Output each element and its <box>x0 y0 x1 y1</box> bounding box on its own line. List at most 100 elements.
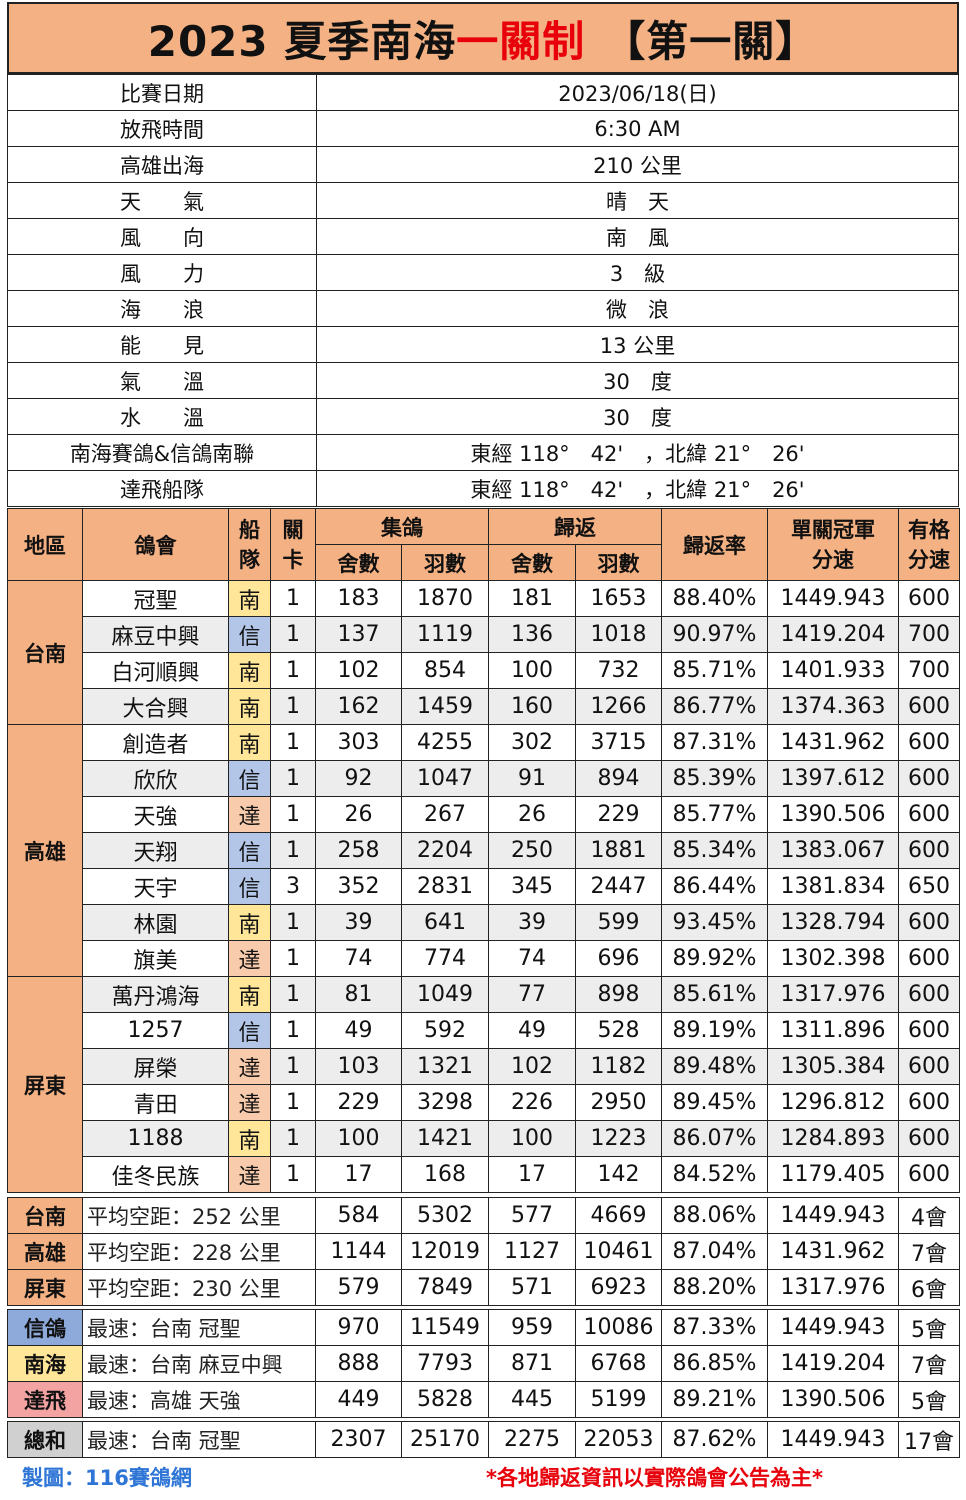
header-rate: 歸返率 <box>661 508 768 581</box>
summary-rate: 88.06% <box>661 1197 768 1234</box>
info-row: 天 氣晴 天 <box>7 182 959 219</box>
group-summary-table: 信鴿 最速：台南 冠聖 970 11549 959 10086 87.33% 1449.943… <box>7 1309 960 1418</box>
club-name: 旗美 <box>82 940 229 977</box>
info-row: 高雄出海 210 公里 <box>7 146 959 183</box>
top-speed: 1296.812 <box>767 1084 899 1121</box>
info-value: 210 公里 <box>316 146 959 183</box>
stage-count: 1 <box>270 652 316 689</box>
info-row: 水 溫 30 度 <box>7 398 959 435</box>
header-qual-speed-label: 有格分速 <box>908 517 950 572</box>
return-rate: 84.52% <box>661 1156 768 1193</box>
info-value: 30 度 <box>316 362 959 399</box>
collect-lofts: 74 <box>315 940 402 977</box>
summary-count: 17會 <box>898 1421 960 1458</box>
header-team: 船隊 <box>228 508 271 581</box>
club-name: 佳冬民族 <box>82 1156 229 1193</box>
collect-lofts: 229 <box>315 1084 402 1121</box>
qual-speed: 600 <box>898 580 960 617</box>
info-label: 風 力 <box>7 254 317 291</box>
returned-birds: 1266 <box>575 688 662 725</box>
summary-row: 達飛 最速：高雄 天強 449 5828 445 5199 89.21% 1390.506 5會 <box>7 1381 960 1418</box>
info-value: 30 度 <box>316 398 959 435</box>
summary-count: 5會 <box>898 1381 960 1418</box>
club-name: 麻豆中興 <box>82 616 229 653</box>
returned-lofts: 136 <box>488 616 576 653</box>
summary-name: 達飛 <box>7 1381 83 1418</box>
collect-lofts: 103 <box>315 1048 402 1085</box>
summary-name: 高雄 <box>7 1233 83 1270</box>
team-badge: 南 <box>228 688 271 725</box>
summary-rate: 87.33% <box>661 1309 768 1346</box>
qual-speed: 600 <box>898 940 960 977</box>
summary-speed: 1390.506 <box>767 1381 899 1418</box>
summary-cl: 584 <box>315 1197 402 1234</box>
return-rate: 85.39% <box>661 760 768 797</box>
info-label: 達飛船隊 <box>7 470 317 507</box>
header-top-speed-label: 單關冠軍分速 <box>791 517 875 572</box>
collect-lofts: 81 <box>315 976 402 1013</box>
qual-speed: 600 <box>898 832 960 869</box>
collect-birds: 1049 <box>401 976 489 1013</box>
collect-lofts: 102 <box>315 652 402 689</box>
summary-rate: 86.85% <box>661 1345 768 1382</box>
info-label: 南海賽鴿&信鴿南聯 <box>7 434 317 471</box>
info-value: 2023/06/18(日) <box>316 74 959 111</box>
summary-rb: 10086 <box>575 1309 662 1346</box>
club-name: 天宇 <box>82 868 229 905</box>
summary-count: 5會 <box>898 1309 960 1346</box>
club-name: 1257 <box>82 1012 229 1049</box>
collect-birds: 1870 <box>401 580 489 617</box>
table-row: 屏榮達 1 103 1321 102 1182 89.48% 1305.384 600 <box>8 1048 960 1085</box>
summary-row: 南海 最速：台南 麻豆中興 888 7793 871 6768 86.85% 1419.204… <box>7 1345 960 1382</box>
returned-birds: 2950 <box>575 1084 662 1121</box>
returned-birds: 599 <box>575 904 662 941</box>
header-row-1: 地區 鴿會 船隊 關卡 集鴿 歸返 歸返率 單關冠軍分速 有格分速 <box>7 508 960 581</box>
summary-speed: 1431.962 <box>767 1233 899 1270</box>
header-returned-lofts: 舍數 <box>488 544 576 581</box>
table-row: 林園南 1 39 641 39 599 93.45% 1328.794 600 <box>8 904 960 941</box>
club-name: 冠聖 <box>82 580 229 617</box>
stage-count: 1 <box>270 616 316 653</box>
returned-lofts: 102 <box>488 1048 576 1085</box>
club-name: 萬丹鴻海 <box>82 976 229 1013</box>
returned-birds: 142 <box>575 1156 662 1193</box>
returned-lofts: 250 <box>488 832 576 869</box>
header-collect: 集鴿 <box>315 508 489 545</box>
returned-lofts: 345 <box>488 868 576 905</box>
collect-birds: 168 <box>401 1156 489 1193</box>
top-speed: 1311.896 <box>767 1012 899 1049</box>
return-rate: 93.45% <box>661 904 768 941</box>
return-rate: 89.92% <box>661 940 768 977</box>
stage-count: 1 <box>270 1120 316 1157</box>
club-name: 大合興 <box>82 688 229 725</box>
stage-count: 1 <box>270 796 316 833</box>
header-stage: 關卡 <box>270 508 316 581</box>
summary-count: 7會 <box>898 1345 960 1382</box>
return-rate: 86.44% <box>661 868 768 905</box>
collect-lofts: 49 <box>315 1012 402 1049</box>
return-rate: 85.77% <box>661 796 768 833</box>
collect-birds: 641 <box>401 904 489 941</box>
top-speed: 1401.933 <box>767 652 899 689</box>
summary-rate: 87.04% <box>661 1233 768 1270</box>
top-speed: 1284.893 <box>767 1120 899 1157</box>
summary-rl: 2275 <box>488 1421 576 1458</box>
return-rate: 86.77% <box>661 688 768 725</box>
qual-speed: 600 <box>898 904 960 941</box>
returned-lofts: 181 <box>488 580 576 617</box>
summary-rate: 88.20% <box>661 1269 768 1306</box>
summary-cl: 970 <box>315 1309 402 1346</box>
collect-lofts: 39 <box>315 904 402 941</box>
qual-speed: 600 <box>898 976 960 1013</box>
return-rate: 89.45% <box>661 1084 768 1121</box>
collect-lofts: 303 <box>315 724 402 761</box>
club-name: 天強 <box>82 796 229 833</box>
summary-count: 4會 <box>898 1197 960 1234</box>
team-badge: 南 <box>228 724 271 761</box>
qual-speed: 600 <box>898 724 960 761</box>
top-speed: 1381.834 <box>767 868 899 905</box>
top-speed: 1431.962 <box>767 724 899 761</box>
summary-rl: 1127 <box>488 1233 576 1270</box>
team-badge: 達 <box>228 796 271 833</box>
